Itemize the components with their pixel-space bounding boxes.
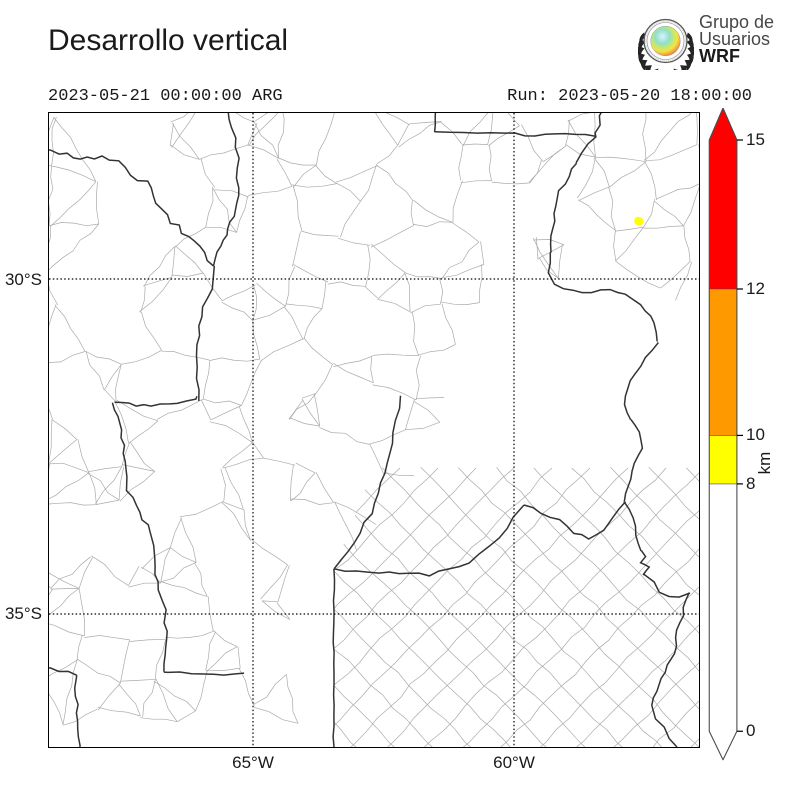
- svg-text:10: 10: [746, 425, 765, 444]
- svg-text:12: 12: [746, 279, 765, 298]
- svg-text:km: km: [755, 452, 774, 475]
- svg-text:15: 15: [746, 130, 765, 149]
- svg-text:0: 0: [746, 721, 755, 740]
- svg-text:8: 8: [746, 474, 755, 493]
